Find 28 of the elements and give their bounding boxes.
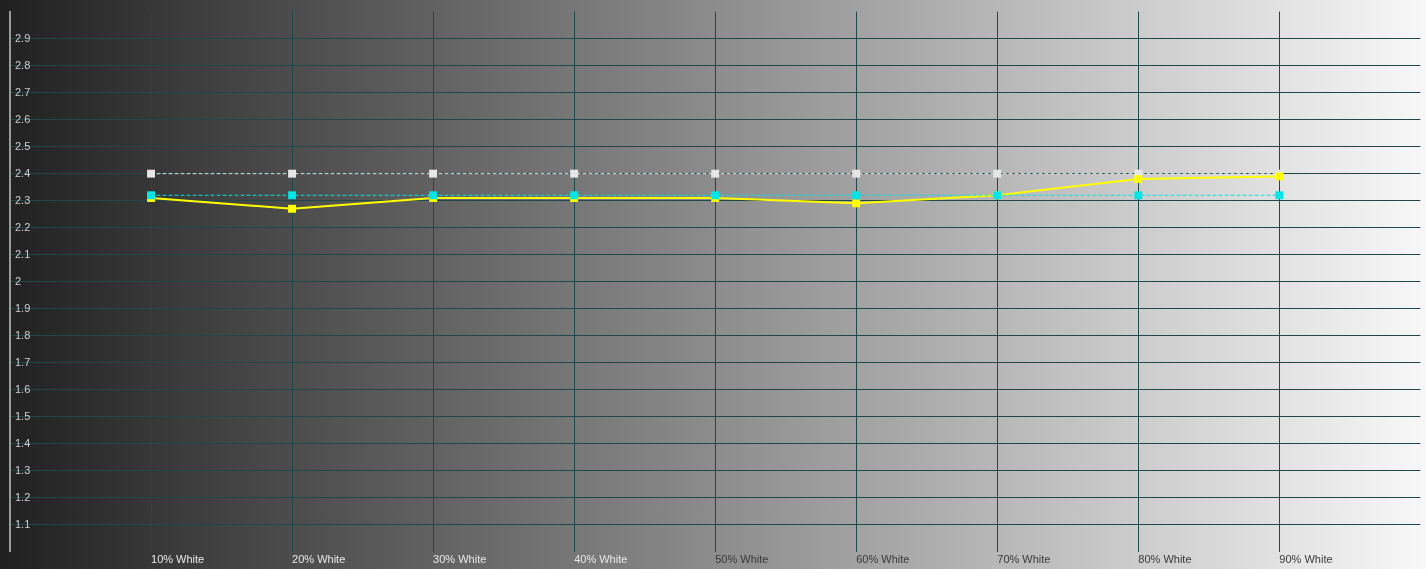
y-tick-label: 1.9 bbox=[15, 301, 31, 314]
y-tick-label: 2.2 bbox=[15, 220, 31, 233]
y-tick-label: 2.4 bbox=[15, 166, 31, 179]
y-tick-label: 2.6 bbox=[15, 112, 31, 125]
y-tick-label: 2.9 bbox=[15, 31, 31, 44]
y-tick-label: 2.1 bbox=[15, 247, 31, 260]
x-tick-label: 30% White bbox=[433, 553, 487, 566]
y-tick-label: 1.3 bbox=[15, 463, 31, 476]
y-tick-label: 2.8 bbox=[15, 58, 31, 71]
y-tick-label: 1.5 bbox=[15, 409, 31, 422]
y-tick-label: 2.3 bbox=[15, 193, 31, 206]
y-tick-label: 2 bbox=[15, 274, 22, 287]
y-tick-label: 1.6 bbox=[15, 382, 31, 395]
x-tick-label: 50% White bbox=[715, 553, 769, 566]
y-tick-label: 1.7 bbox=[15, 355, 31, 368]
y-tick-label: 1.4 bbox=[15, 436, 31, 449]
x-tick-label: 70% White bbox=[997, 553, 1051, 566]
x-tick-label: 60% White bbox=[856, 553, 910, 566]
x-tick-label: 80% White bbox=[1138, 553, 1192, 566]
y-tick-label: 1.1 bbox=[15, 517, 31, 530]
y-tick-label: 1.2 bbox=[15, 490, 31, 503]
x-tick-label: 10% White bbox=[151, 553, 205, 566]
y-tick-label: 1.8 bbox=[15, 328, 31, 341]
y-tick-label: 2.7 bbox=[15, 85, 31, 98]
x-tick-label: 90% White bbox=[1279, 553, 1333, 566]
y-tick-label: 2.5 bbox=[15, 139, 31, 152]
x-tick-label: 20% White bbox=[292, 553, 346, 566]
x-tick-label: 40% White bbox=[574, 553, 628, 566]
